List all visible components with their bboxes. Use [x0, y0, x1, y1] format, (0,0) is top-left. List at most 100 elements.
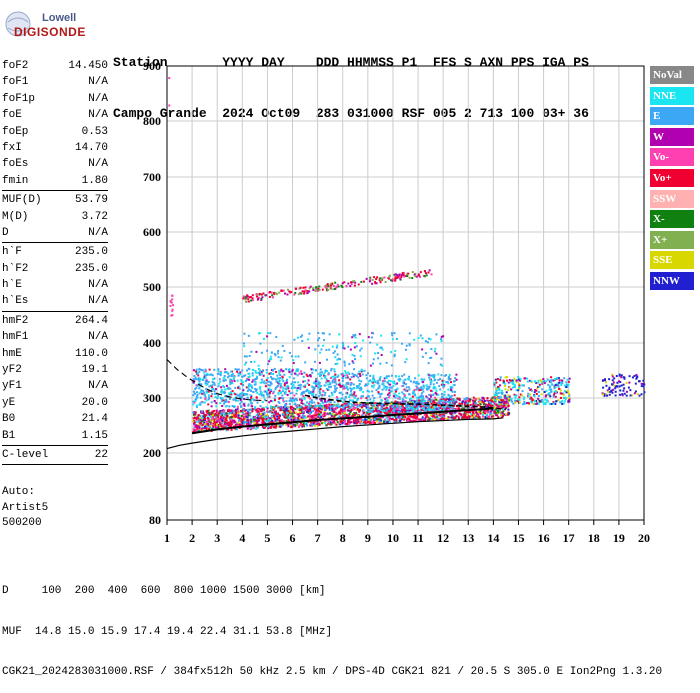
echo-point	[546, 401, 548, 403]
echo-point	[218, 385, 220, 387]
echo-point	[197, 373, 199, 375]
echo-point	[356, 345, 358, 347]
echo-point	[345, 396, 347, 398]
echo-point	[386, 377, 388, 379]
echo-point	[371, 381, 373, 383]
echo-point	[222, 417, 224, 419]
echo-point	[367, 421, 369, 423]
echo-point	[369, 277, 371, 279]
echo-point	[334, 370, 336, 372]
echo-point	[219, 421, 221, 423]
echo-point	[302, 415, 304, 417]
echo-point	[430, 403, 432, 405]
echo-point	[531, 399, 533, 401]
echo-point	[622, 390, 624, 392]
echo-point	[538, 391, 540, 393]
echo-point	[195, 425, 197, 427]
echo-point	[409, 394, 411, 396]
echo-point	[290, 371, 292, 373]
echo-point	[418, 374, 420, 376]
echo-point	[360, 380, 362, 382]
echo-point	[494, 399, 496, 401]
echo-point	[335, 414, 337, 416]
echo-point	[367, 390, 369, 392]
echo-point	[377, 352, 379, 354]
echo-point	[429, 269, 431, 271]
x-tick-label: 19	[613, 531, 625, 545]
echo-point	[287, 410, 289, 412]
echo-point	[271, 415, 273, 417]
echo-point	[430, 383, 432, 385]
echo-point	[388, 375, 390, 377]
echo-point	[346, 387, 348, 389]
echo-point	[606, 395, 608, 397]
echo-point	[396, 338, 398, 340]
echo-point	[321, 422, 323, 424]
echo-point	[263, 409, 265, 411]
echo-point	[267, 419, 269, 421]
echo-point	[210, 373, 212, 375]
echo-point	[628, 387, 630, 389]
echo-point	[321, 378, 323, 380]
echo-point	[240, 406, 242, 408]
y-tick-label: 400	[143, 336, 161, 350]
echo-point	[284, 293, 286, 295]
echo-point	[275, 371, 277, 373]
echo-point	[348, 413, 350, 415]
echo-point	[523, 403, 525, 405]
echo-point	[332, 346, 334, 348]
echo-point	[549, 386, 551, 388]
echo-point	[289, 352, 291, 354]
echo-point	[286, 293, 288, 295]
echo-point	[248, 403, 250, 405]
echo-point	[635, 378, 637, 380]
echo-point	[514, 395, 516, 397]
echo-point	[294, 424, 296, 426]
echo-point	[416, 397, 418, 399]
legend-item-e: E	[650, 107, 694, 125]
echo-point	[377, 380, 379, 382]
echo-point	[291, 355, 293, 357]
echo-point	[430, 338, 432, 340]
echo-point	[249, 296, 251, 298]
echo-point	[277, 425, 279, 427]
echo-point	[244, 405, 246, 407]
echo-point	[437, 402, 439, 404]
echo-point	[390, 409, 392, 411]
echo-point	[641, 385, 643, 387]
echo-point	[282, 345, 284, 347]
echo-point	[429, 418, 431, 420]
echo-point	[339, 413, 341, 415]
echo-point	[254, 416, 256, 418]
echo-point	[634, 375, 636, 377]
echo-point	[534, 395, 536, 397]
echo-point	[194, 388, 196, 390]
echo-point	[319, 424, 321, 426]
echo-point	[550, 376, 552, 378]
echo-point	[385, 407, 387, 409]
echo-point	[420, 271, 422, 273]
echo-point	[331, 423, 333, 425]
y-tick-label: 900	[143, 59, 161, 73]
echo-point	[383, 276, 385, 278]
echo-point	[294, 387, 296, 389]
echo-point	[227, 373, 229, 375]
echo-point	[324, 372, 326, 374]
echo-point	[441, 395, 443, 397]
echo-point	[379, 379, 381, 381]
echo-point	[237, 387, 239, 389]
echo-point	[273, 391, 275, 393]
echo-point	[227, 388, 229, 390]
echo-point	[267, 332, 269, 334]
echo-point	[350, 349, 352, 351]
echo-point	[484, 400, 486, 402]
echo-point	[388, 387, 390, 389]
echo-point	[260, 413, 262, 415]
echo-point	[425, 272, 427, 274]
echo-point	[390, 351, 392, 353]
echo-point	[300, 398, 302, 400]
legend-item-nne: NNE	[650, 87, 694, 105]
echo-point	[318, 395, 320, 397]
echo-point	[459, 399, 461, 401]
echo-point	[330, 401, 332, 403]
